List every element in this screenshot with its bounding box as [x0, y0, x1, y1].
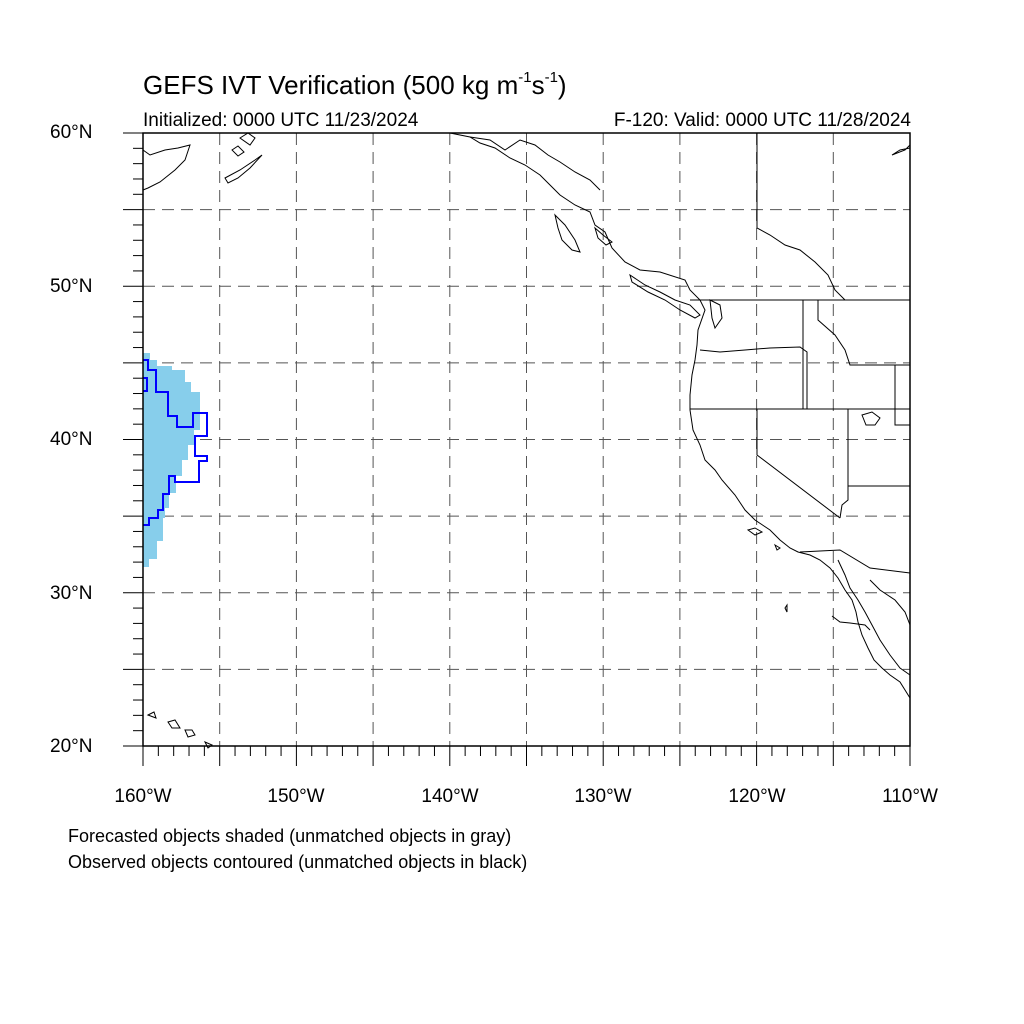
observed-object-contour — [143, 359, 208, 526]
lon-label-160w: 160°W — [114, 786, 172, 807]
axis-ticks — [123, 132, 911, 766]
map-frame — [142, 132, 911, 747]
legend-observed-note: Observed objects contoured (unmatched ob… — [68, 852, 528, 872]
lon-label-110w: 110°W — [882, 786, 938, 807]
map-title: GEFS IVT Verification (500 kg m-1s-1) — [143, 69, 567, 100]
political-borders — [690, 133, 911, 574]
lat-label-50n: 50°N — [50, 276, 93, 297]
initialized-label: Initialized: 0000 UTC 11/23/2024 — [143, 110, 419, 131]
lon-label-140w: 140°W — [421, 786, 479, 807]
lat-label-60n: 60°N — [50, 122, 93, 143]
forecast-object-shading — [143, 353, 200, 567]
lon-label-120w: 120°W — [728, 786, 786, 807]
lon-label-130w: 130°W — [574, 786, 632, 807]
legend-forecast-note: Forecasted objects shaded (unmatched obj… — [68, 826, 512, 846]
lat-label-30n: 30°N — [50, 583, 93, 604]
lat-label-20n: 20°N — [50, 736, 93, 757]
valid-time-label: F-120: Valid: 0000 UTC 11/28/2024 — [613, 110, 911, 131]
lat-label-40n: 40°N — [50, 429, 93, 450]
gridlines — [143, 133, 910, 746]
lon-label-150w: 150°W — [267, 786, 325, 807]
